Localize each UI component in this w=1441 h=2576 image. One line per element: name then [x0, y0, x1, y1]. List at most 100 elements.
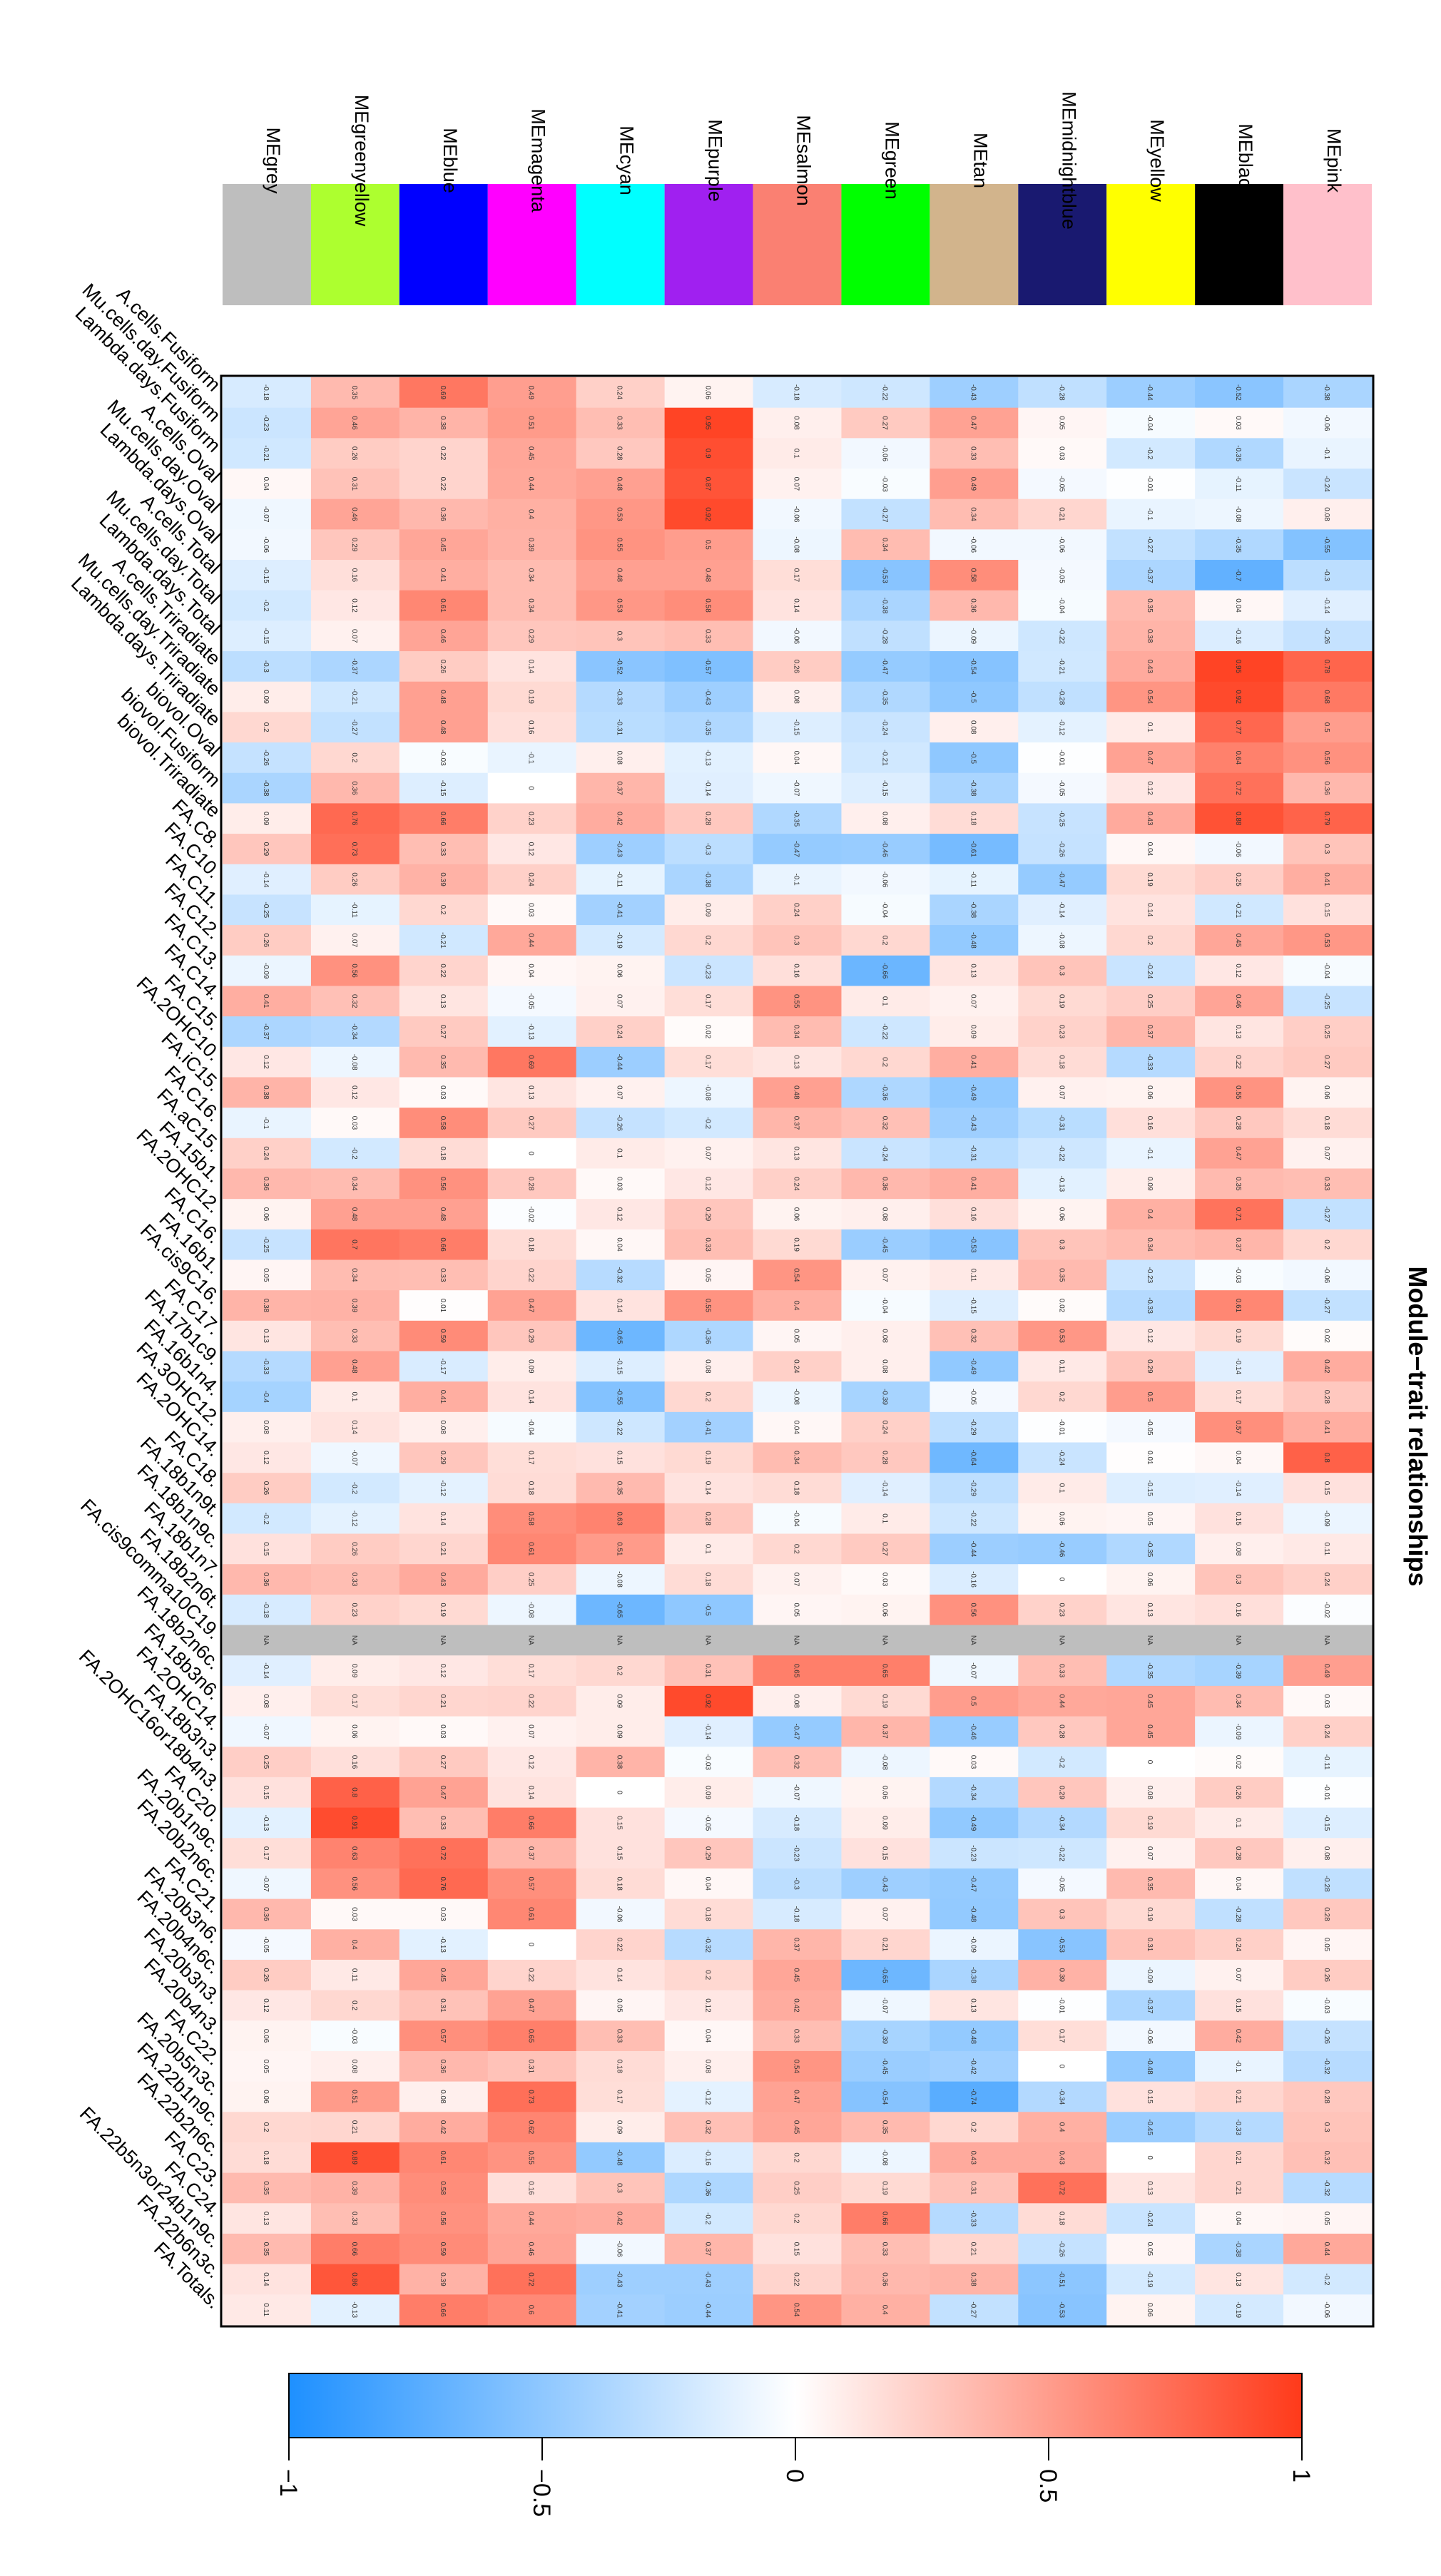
heatmap-cell	[753, 1108, 842, 1139]
heatmap-cell	[310, 651, 400, 683]
cell-value: 0.15	[880, 1846, 888, 1861]
heatmap-cell	[1283, 1473, 1373, 1504]
cell-value: 0.21	[439, 1694, 447, 1708]
heatmap-cell	[1195, 1229, 1284, 1261]
heatmap-cell	[223, 1046, 312, 1078]
cell-value: 0.08	[1146, 1786, 1154, 1800]
cell-value: -0.15	[616, 1358, 623, 1374]
cell-value: -0.03	[880, 476, 888, 492]
heatmap-cell	[930, 742, 1019, 774]
cell-value: 0.3	[1323, 844, 1330, 854]
heatmap-cell	[1283, 407, 1373, 439]
heatmap-cell	[1195, 712, 1284, 743]
heatmap-cell	[1195, 1138, 1284, 1170]
cell-value: 0.22	[616, 1938, 623, 1952]
heatmap-cell	[223, 1473, 312, 1504]
cell-value: 0.28	[1323, 2090, 1330, 2104]
cell-value: -0.23	[1146, 1267, 1154, 1283]
heatmap-cell	[1018, 2081, 1107, 2112]
cell-value: 0.28	[704, 1511, 712, 1525]
heatmap-cell	[223, 560, 312, 591]
cell-value: 0.34	[880, 538, 888, 552]
heatmap-cell	[1106, 1747, 1196, 1778]
heatmap-cell	[1018, 864, 1107, 896]
cell-value: -0.2	[704, 1117, 712, 1130]
heatmap-cell	[576, 529, 666, 561]
heatmap-cell	[1018, 1685, 1107, 1717]
heatmap-cell	[664, 2264, 754, 2295]
cell-value: -0.08	[527, 1602, 535, 1618]
cell-value: 0.41	[439, 568, 447, 583]
cell-value: 0.11	[262, 2303, 270, 2316]
heatmap-cell	[310, 2050, 400, 2082]
cell-value: 0.45	[439, 538, 447, 552]
cell-value: 0.37	[527, 1846, 535, 1861]
cell-value: -0.09	[1146, 1967, 1154, 1983]
cell-value: 0.57	[1234, 1420, 1242, 1434]
heatmap-cell	[576, 407, 666, 439]
heatmap-cell	[1018, 2172, 1107, 2204]
cell-value: 0.35	[1234, 1177, 1242, 1191]
heatmap-cell	[576, 1381, 666, 1413]
cell-value: -0.14	[1057, 901, 1065, 918]
heatmap-cell	[1018, 1625, 1107, 1656]
heatmap-cell	[1195, 2264, 1284, 2295]
cell-value: -0.47	[793, 841, 800, 857]
heatmap-cell	[399, 1138, 489, 1170]
cell-value: NA	[793, 1635, 800, 1645]
heatmap-cell	[841, 925, 930, 956]
cell-value: -0.05	[1057, 780, 1065, 797]
cell-value: 0.33	[704, 1237, 712, 1252]
cell-value: 0.41	[1323, 872, 1330, 886]
heatmap-cell	[399, 1473, 489, 1504]
cell-value: 0.09	[527, 1359, 535, 1374]
heatmap-cell	[753, 1168, 842, 1200]
cell-value: -0.5	[969, 690, 977, 703]
heatmap-cell	[399, 1655, 489, 1687]
heatmap-cell	[399, 2112, 489, 2143]
cell-value: 0.1	[880, 1513, 888, 1523]
cell-value: 0.18	[616, 2060, 623, 2074]
cell-value: -0.25	[1057, 810, 1065, 827]
cell-value: 0.29	[527, 629, 535, 643]
cell-value: 0.08	[616, 751, 623, 765]
heatmap-cell	[1195, 2294, 1284, 2326]
heatmap-cell	[310, 1016, 400, 1048]
cell-value: 0.06	[1057, 1511, 1065, 1525]
heatmap-cell	[399, 651, 489, 683]
cell-value: 0.32	[1323, 2151, 1330, 2165]
cell-value: -0.3	[793, 1878, 800, 1891]
heatmap-cell	[930, 590, 1019, 621]
cell-value: -0.53	[1057, 2301, 1065, 2318]
cell-value: 0.12	[1146, 781, 1154, 795]
heatmap-cell	[1283, 772, 1373, 804]
heatmap-cell	[223, 2020, 312, 2052]
heatmap-cell	[930, 1747, 1019, 1778]
heatmap-cell	[223, 1898, 312, 1930]
cell-value: 0.46	[527, 2242, 535, 2256]
heatmap-cell	[753, 955, 842, 987]
cell-value: -0.01	[1323, 1784, 1330, 1801]
heatmap-cell	[1283, 2142, 1373, 2174]
heatmap-cell	[576, 1959, 666, 1991]
cell-value: 0.28	[1323, 1907, 1330, 1921]
heatmap-cell	[753, 1442, 842, 1473]
cell-value: 0.08	[880, 1329, 888, 1343]
cell-value: -0.21	[1234, 901, 1242, 918]
cell-value: 0.66	[880, 2212, 888, 2226]
cell-value: 0.19	[527, 690, 535, 704]
cell-value: 0.2	[704, 1970, 712, 1980]
heatmap-cell	[487, 651, 577, 683]
cell-value: -0.09	[969, 1936, 977, 1953]
cell-value: 0.55	[616, 538, 623, 552]
cell-value: -0.65	[616, 1328, 623, 1344]
heatmap-cell	[753, 1929, 842, 1961]
cell-value: 0.04	[1234, 1451, 1242, 1465]
heatmap-cell	[664, 742, 754, 774]
cell-value: 0.28	[527, 1177, 535, 1191]
cell-value: 0.17	[1057, 2029, 1065, 2043]
cell-value: 0.41	[969, 1055, 977, 1069]
cell-value: 0.06	[793, 1207, 800, 1222]
cell-value: -0.37	[350, 658, 358, 675]
cell-value: 0.04	[1234, 2212, 1242, 2226]
